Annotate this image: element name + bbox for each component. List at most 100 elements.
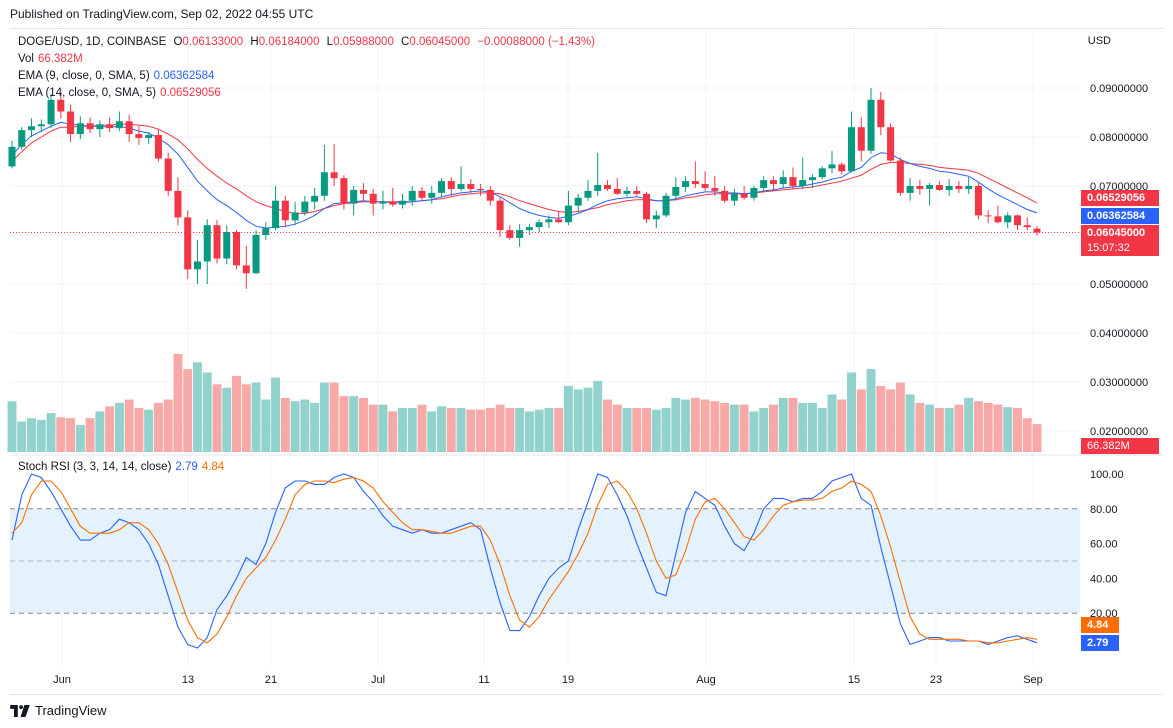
candle-body [438, 181, 446, 193]
volume-bar [886, 389, 896, 452]
legend-ema9-label[interactable]: EMA (9, close, 0, SMA, 5) [18, 70, 150, 82]
volume-series [7, 353, 1042, 452]
candle-body [877, 99, 885, 128]
legend-ema9-value: 0.06362584 [153, 70, 215, 82]
candle [311, 187, 319, 210]
volume-bar [993, 404, 1003, 452]
candle [877, 91, 885, 136]
volume-bar [788, 397, 798, 452]
footer-brand[interactable]: TradingView [10, 703, 107, 718]
stoch-d-line [11, 476, 1038, 644]
legend-close-label: C [401, 36, 410, 48]
volume-bar [515, 408, 525, 452]
candle [682, 176, 690, 192]
candle [154, 129, 162, 162]
candle-body [1023, 225, 1031, 228]
published-note: Published on TradingView.com, Sep 02, 20… [10, 7, 314, 21]
stoch-k-tag: 2.79 [1081, 635, 1119, 651]
candle [252, 230, 260, 275]
legend-ema14: EMA (14, close, 0, SMA, 5) 0.06529056 [18, 87, 225, 99]
candle-body [18, 130, 26, 147]
volume-bar [144, 409, 154, 452]
candle [545, 215, 553, 229]
volume-bar [983, 402, 993, 452]
legend-stoch-label[interactable]: Stoch RSI (3, 3, 14, 14, close) [18, 461, 172, 473]
time-tick-label: 23 [930, 674, 942, 686]
volume-bar [7, 401, 17, 452]
candle-body [57, 99, 65, 112]
candle [125, 114, 133, 142]
candle-body [633, 190, 641, 194]
legend-ema9: EMA (9, close, 0, SMA, 5) 0.06362584 [18, 70, 218, 82]
tradingview-logo-icon [10, 704, 30, 717]
candle-body [769, 180, 777, 185]
legend-vol: 66.382M [38, 53, 83, 65]
volume-bar [905, 394, 915, 452]
candle [135, 126, 143, 145]
candle-body [477, 188, 485, 190]
candle [838, 162, 846, 175]
stoch-tick-label: 100.00 [1090, 469, 1124, 481]
candle-body [506, 230, 514, 238]
candle [418, 186, 426, 201]
candle-body [145, 135, 153, 138]
candle [379, 190, 387, 210]
candle [691, 161, 699, 188]
candle [633, 186, 641, 196]
candle-body [740, 193, 748, 198]
candle [564, 190, 572, 226]
candle [359, 183, 367, 201]
candle-body [955, 186, 963, 189]
volume-bar [56, 417, 66, 452]
candle [86, 117, 94, 134]
legend-volume: Vol 66.382M [18, 53, 87, 65]
volume-bar [153, 402, 163, 452]
volume-bar [456, 408, 466, 452]
volume-bar [75, 424, 85, 452]
candle-body [662, 195, 670, 216]
volume-bar [27, 418, 37, 452]
candle [603, 180, 611, 191]
candle [613, 178, 621, 195]
candle [974, 183, 982, 220]
candle [106, 117, 114, 133]
candle-body [750, 187, 758, 198]
currency-label[interactable]: USD [1087, 35, 1111, 47]
ema14-line [11, 123, 1038, 214]
candle [340, 175, 348, 210]
volume-bar [925, 404, 935, 452]
candle [506, 225, 514, 240]
candle-body [730, 193, 738, 201]
candle [428, 186, 436, 204]
candle [926, 183, 934, 206]
price-tick-label: 0.09000000 [1090, 83, 1148, 95]
legend-high: 0.06184000 [258, 36, 320, 48]
ema14-price-tag: 0.06529056 [1081, 190, 1159, 206]
volume-bar [251, 382, 261, 452]
volume-bar [524, 411, 534, 452]
volume-bar [944, 408, 954, 452]
candle-body [86, 123, 94, 130]
candle [623, 186, 631, 197]
volume-bar [397, 408, 407, 452]
legend-vol-label[interactable]: Vol [18, 53, 34, 65]
candle-body [76, 123, 84, 135]
candle [916, 180, 924, 195]
candle [350, 186, 358, 216]
volume-bar [232, 375, 242, 452]
candle-body [350, 189, 358, 204]
legend-open: 0.06133000 [182, 36, 244, 48]
volume-bar [651, 409, 661, 452]
candle [223, 225, 231, 265]
volume-bar [105, 406, 115, 452]
legend-ema14-label[interactable]: EMA (14, close, 0, SMA, 5) [18, 87, 157, 99]
legend-symbol[interactable]: DOGE/USD, 1D, COINBASE [18, 36, 167, 48]
price-tick-label: 0.02000000 [1090, 426, 1148, 438]
volume-bar [163, 399, 173, 452]
volume-tag: 66.382M [1081, 438, 1159, 454]
candle [203, 219, 211, 284]
candle-body [1033, 228, 1041, 233]
chart-frame[interactable] [10, 28, 1163, 695]
candle [857, 117, 865, 162]
